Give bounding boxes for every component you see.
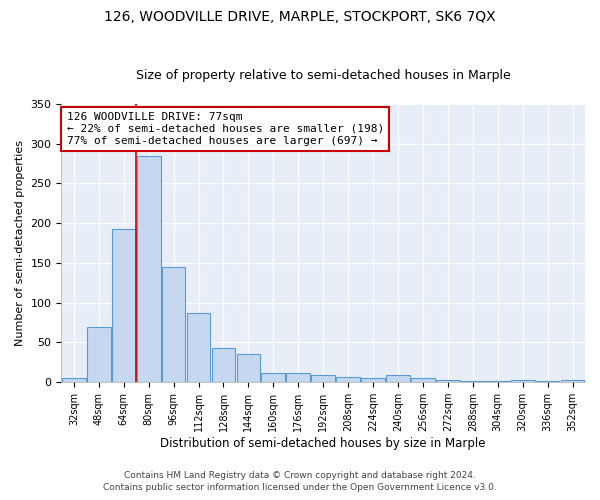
Text: Contains HM Land Registry data © Crown copyright and database right 2024.
Contai: Contains HM Land Registry data © Crown c… bbox=[103, 471, 497, 492]
Bar bbox=[87, 328, 110, 382]
Bar bbox=[236, 354, 260, 382]
Y-axis label: Number of semi-detached properties: Number of semi-detached properties bbox=[15, 140, 25, 346]
Bar bbox=[436, 380, 460, 382]
Bar bbox=[286, 372, 310, 382]
Text: 126 WOODVILLE DRIVE: 77sqm
← 22% of semi-detached houses are smaller (198)
77% o: 126 WOODVILLE DRIVE: 77sqm ← 22% of semi… bbox=[67, 112, 384, 146]
Text: 126, WOODVILLE DRIVE, MARPLE, STOCKPORT, SK6 7QX: 126, WOODVILLE DRIVE, MARPLE, STOCKPORT,… bbox=[104, 10, 496, 24]
Bar bbox=[411, 378, 435, 382]
Bar bbox=[386, 375, 410, 382]
Bar bbox=[187, 313, 211, 382]
Bar bbox=[511, 380, 535, 382]
Bar bbox=[137, 156, 161, 382]
X-axis label: Distribution of semi-detached houses by size in Marple: Distribution of semi-detached houses by … bbox=[160, 437, 486, 450]
Bar bbox=[262, 372, 285, 382]
Bar bbox=[162, 267, 185, 382]
Bar bbox=[336, 378, 360, 382]
Bar bbox=[311, 375, 335, 382]
Title: Size of property relative to semi-detached houses in Marple: Size of property relative to semi-detach… bbox=[136, 69, 511, 82]
Bar bbox=[62, 378, 86, 382]
Bar bbox=[212, 348, 235, 382]
Bar bbox=[560, 380, 584, 382]
Bar bbox=[361, 378, 385, 382]
Bar bbox=[112, 229, 136, 382]
